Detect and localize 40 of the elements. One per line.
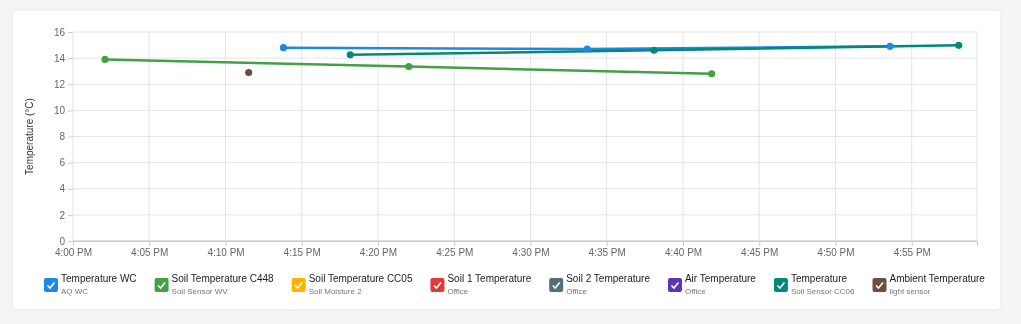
point (583, 45, 591, 53)
point (279, 44, 288, 52)
x-tick-label: 4:05 PM (131, 247, 169, 259)
point (886, 42, 894, 50)
x-tick-label: 4:30 PM (512, 247, 550, 259)
y-tick-label: 0 (59, 235, 66, 247)
x-tick-label: 4:15 PM (283, 247, 321, 259)
y-tick-label: 2 (59, 209, 66, 221)
y-tick-label: 4 (59, 183, 66, 195)
y-tick-label: 8 (59, 131, 66, 143)
y-tick-label: 10 (53, 105, 66, 117)
y-tick-label: 14 (53, 52, 66, 64)
legend-label: Temperature Soil Sensor CC06 (790, 273, 856, 296)
point (245, 68, 253, 77)
x-tick-label: 4:20 PM (359, 247, 398, 259)
x-tick-label: 4:55 PM (893, 247, 931, 259)
point (346, 51, 354, 59)
y-tick-label: 16 (53, 26, 66, 38)
point (650, 46, 658, 54)
x-tick-label: 4:10 PM (207, 247, 245, 259)
y-tick-label: 6 (59, 157, 66, 169)
point (101, 55, 109, 63)
legend-label: Air Temperature Office (684, 273, 757, 296)
x-tick-label: 4:00 PM (54, 247, 93, 259)
point (708, 70, 716, 78)
point (405, 63, 413, 71)
x-tick-label: 4:35 PM (588, 247, 626, 259)
legend-label: Soil Temperature C448 Soil Sensor WV (171, 273, 275, 296)
x-tick-label: 4:25 PM (436, 247, 474, 259)
legend-label: Soil Temperature CC05 Soil Moisture 2 (308, 273, 413, 296)
y-tick-label: 12 (53, 78, 66, 90)
legend-label: Ambient Temperature light sensor (889, 273, 986, 296)
legend-label: Soil 1 Temperature Office (447, 273, 532, 296)
legend-label: Temperature WC AQ WC (61, 273, 137, 296)
y-axis-title: Temperature (°C) (24, 98, 35, 175)
x-tick-label: 4:50 PM (817, 247, 855, 259)
x-tick-label: 4:40 PM (664, 247, 703, 259)
x-tick-label: 4:45 PM (741, 247, 779, 259)
legend-label: Soil 2 Temperature Office (566, 273, 651, 296)
point (955, 41, 963, 49)
